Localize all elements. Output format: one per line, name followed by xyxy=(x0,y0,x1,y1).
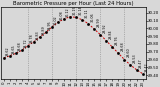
Text: 29.68: 29.68 xyxy=(18,42,22,51)
Text: 29.76: 29.76 xyxy=(114,35,118,45)
Text: 30.11: 30.11 xyxy=(84,8,88,18)
Text: 29.72: 29.72 xyxy=(24,39,28,48)
Text: 29.78: 29.78 xyxy=(30,34,34,43)
Text: 30.08: 30.08 xyxy=(60,10,64,20)
Text: 30.06: 30.06 xyxy=(90,12,94,22)
Text: 29.99: 29.99 xyxy=(96,17,100,27)
Text: 29.95: 29.95 xyxy=(48,21,52,30)
Text: 29.84: 29.84 xyxy=(108,29,112,39)
Text: 29.47: 29.47 xyxy=(139,58,143,68)
Text: 30.14: 30.14 xyxy=(78,6,82,15)
Text: 30.12: 30.12 xyxy=(66,7,70,17)
Title: Barometric Pressure per Hour (Last 24 Hours): Barometric Pressure per Hour (Last 24 Ho… xyxy=(13,1,133,6)
Text: 29.65: 29.65 xyxy=(12,44,16,54)
Text: 29.83: 29.83 xyxy=(36,30,40,39)
Text: 29.89: 29.89 xyxy=(42,25,46,35)
Text: 29.42: 29.42 xyxy=(145,62,149,72)
Text: 29.53: 29.53 xyxy=(133,53,137,63)
Text: 29.62: 29.62 xyxy=(6,46,10,56)
Text: 29.68: 29.68 xyxy=(120,42,124,51)
Text: 29.60: 29.60 xyxy=(127,48,131,58)
Text: 29.92: 29.92 xyxy=(102,23,106,33)
Text: 30.15: 30.15 xyxy=(72,5,76,15)
Text: 30.02: 30.02 xyxy=(54,15,58,25)
